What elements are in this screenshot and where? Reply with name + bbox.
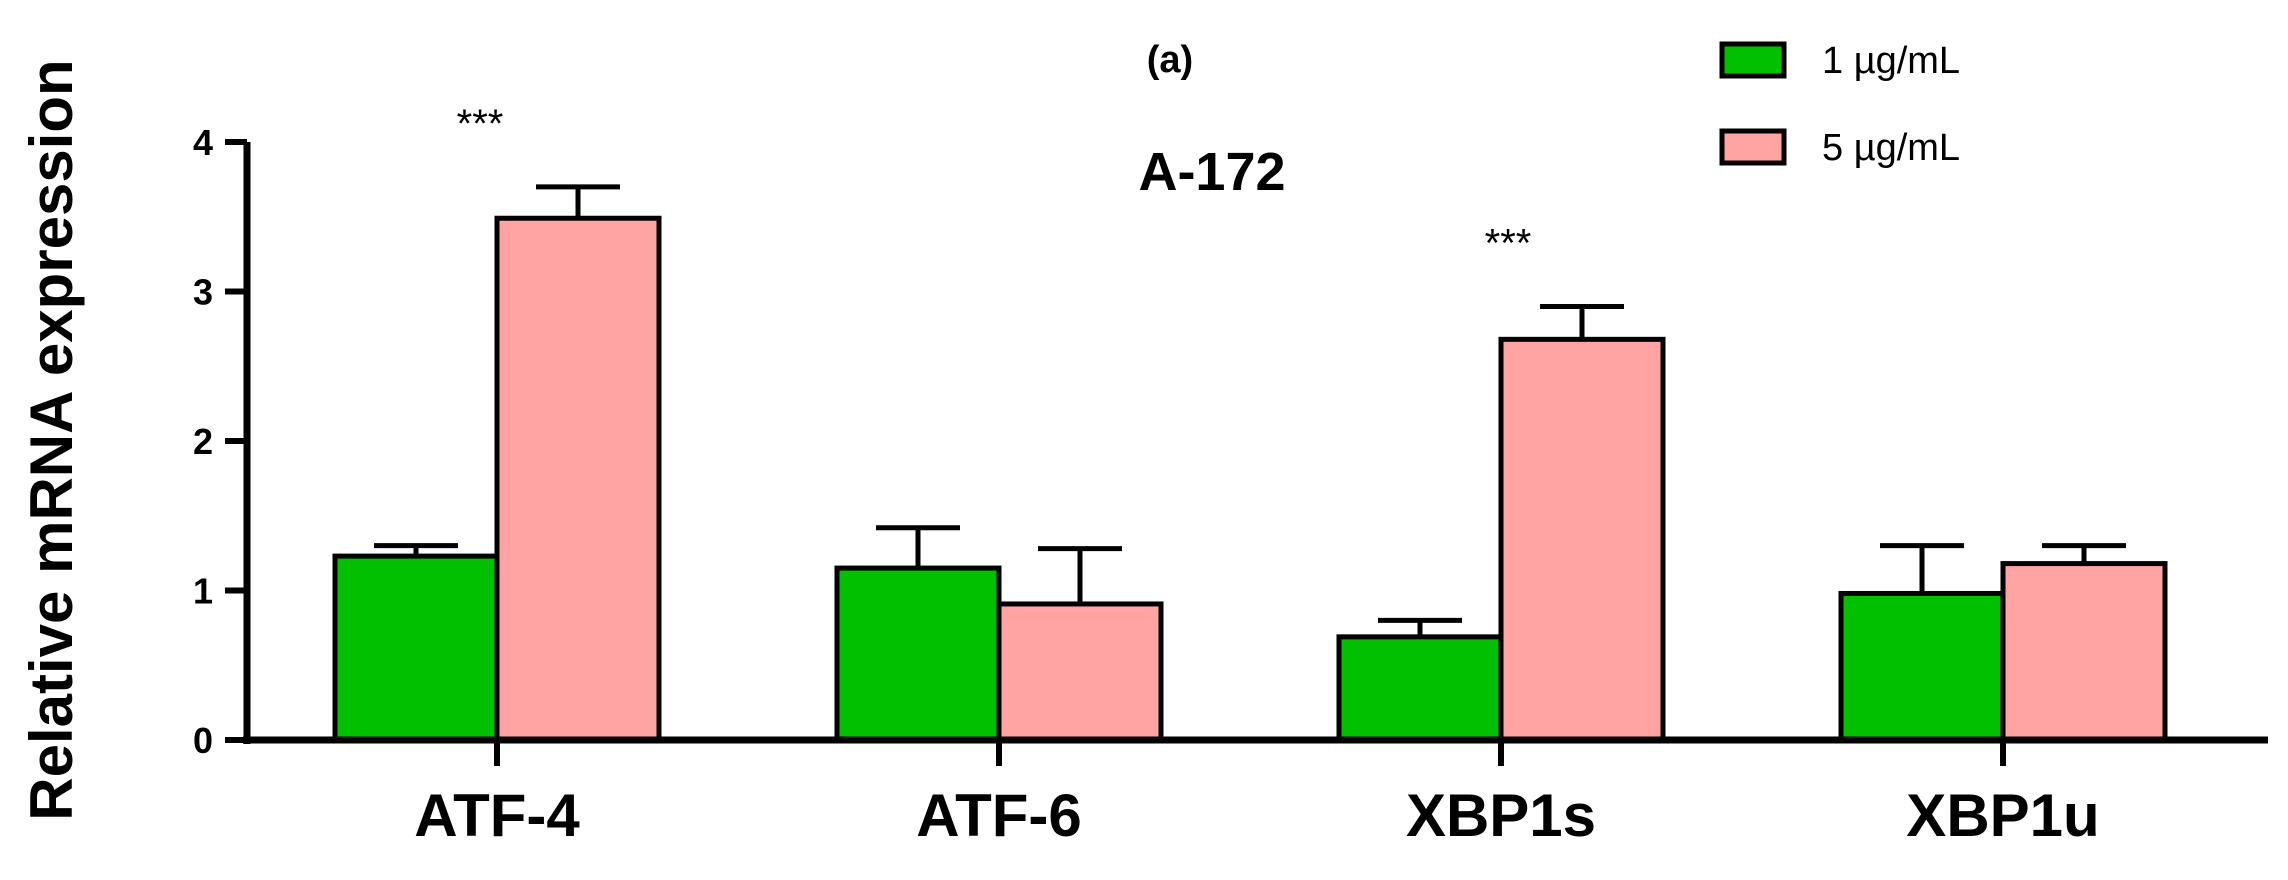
x-tick-label: ATF-4 — [414, 782, 580, 849]
y-tick-label: 2 — [193, 421, 213, 462]
panel-label: (a) — [1147, 39, 1193, 81]
x-tick-label: ATF-6 — [916, 782, 1082, 849]
x-tick-label: XBP1u — [1906, 782, 2099, 849]
bar-1-ug-mL-ATF-6 — [834, 565, 1002, 743]
bar-5-ug-mL-ATF-6 — [996, 601, 1164, 743]
legend-label: 5 µg/mL — [1822, 127, 1960, 169]
bar-5-ug-mL-XBP1s — [1498, 336, 1666, 743]
y-tick-label: 3 — [193, 272, 213, 313]
x-tick-label: XBP1s — [1406, 782, 1596, 849]
legend-swatch — [1719, 128, 1787, 166]
legend: 1 µg/mL 5 µg/mL — [1719, 40, 1960, 169]
significance-marker: *** — [457, 102, 504, 146]
y-axis-label: Relative mRNA expression — [18, 59, 85, 820]
bar-5-ug-mL-XBP1u — [2000, 561, 2168, 743]
bar-1-ug-mL-ATF-4 — [332, 553, 500, 743]
y-tick-label: 1 — [193, 571, 213, 612]
significance-marker: *** — [1485, 221, 1532, 265]
plot-area: 0 1 2 3 4 ATF-4 ATF-6 XBP1s XBP1u *** *** — [193, 102, 2268, 849]
bar-1-ug-mL-XBP1s — [1336, 634, 1504, 743]
y-tick-label: 4 — [193, 122, 213, 163]
bar-5-ug-mL-ATF-4 — [494, 215, 662, 743]
bar-1-ug-mL-XBP1u — [1838, 590, 2006, 743]
chart-title: A-172 — [1138, 142, 1285, 202]
legend-label: 1 µg/mL — [1822, 40, 1960, 82]
legend-swatch — [1719, 41, 1787, 79]
y-tick-label: 0 — [193, 720, 213, 761]
